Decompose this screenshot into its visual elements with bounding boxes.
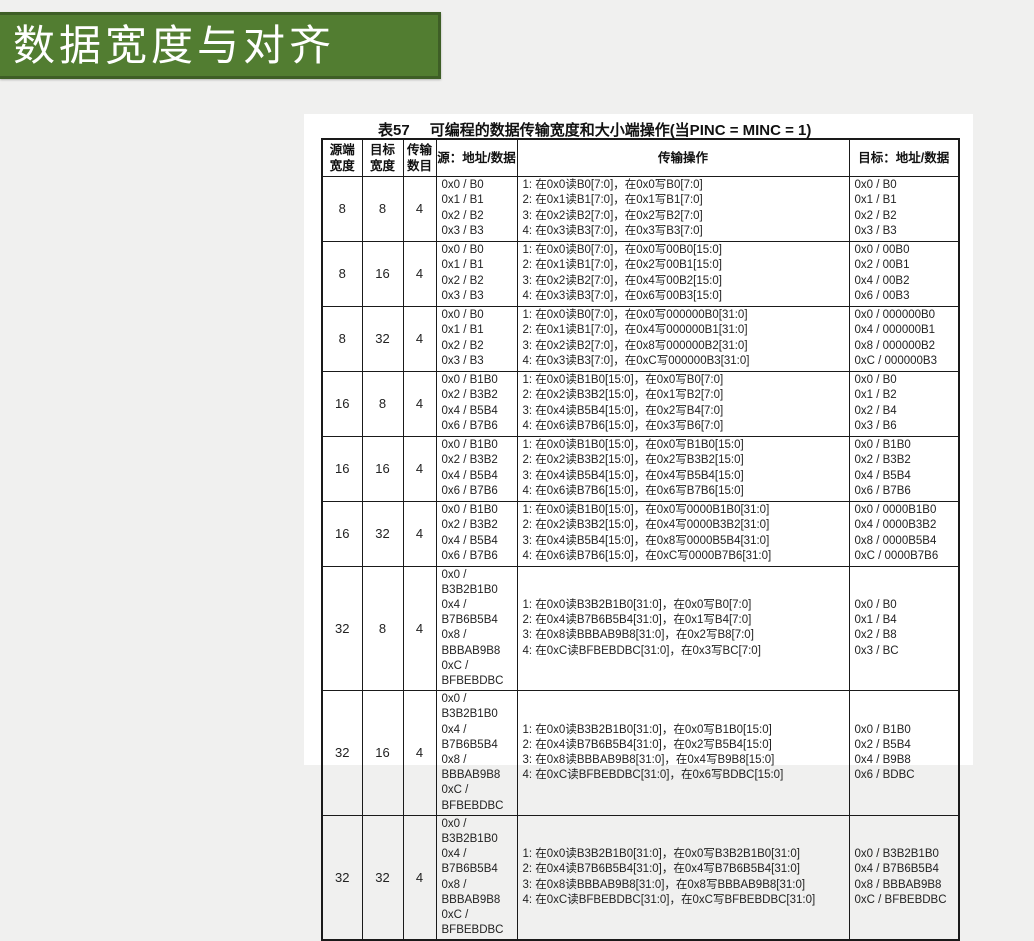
table-row: 8 16 4 0x0 / B0 0x1 / B1 0x2 / B2 0x3 / … [321, 240, 960, 307]
table-row: 8 8 4 0x0 / B0 0x1 / B1 0x2 / B2 0x3 / B… [321, 175, 960, 242]
table-caption-title: 可编程的数据传输宽度和大小端操作(当PINC = MINC = 1) [429, 122, 812, 139]
cell-operations: 1: 在0x0读B1B0[15:0]，在0x0写0000B1B0[31:0] 2… [516, 500, 850, 567]
cell-source: 0x0 / B1B0 0x2 / B3B2 0x4 / B5B4 0x6 / B… [435, 435, 518, 502]
document-page: 表57 可编程的数据传输宽度和大小端操作(当PINC = MINC = 1) 源端… [304, 114, 973, 941]
cell-src-width: 8 [321, 305, 363, 372]
cell-count: 4 [402, 435, 437, 502]
table-row: 8 32 4 0x0 / B0 0x1 / B1 0x2 / B2 0x3 / … [321, 305, 960, 372]
slide-canvas: 数据宽度与对齐 表57 可编程的数据传输宽度和大小端操作(当PINC = MINC… [0, 12, 973, 941]
cell-source: 0x0 / B3B2B1B0 0x4 / B7B6B5B4 0x8 / BBBA… [435, 565, 518, 692]
cell-source: 0x0 / B3B2B1B0 0x4 / B7B6B5B4 0x8 / BBBA… [435, 814, 518, 941]
cell-target: 0x0 / B0 0x1 / B1 0x2 / B2 0x3 / B3 [848, 175, 960, 242]
cell-dst-width: 32 [361, 500, 404, 567]
cell-operations: 1: 在0x0读B3B2B1B0[31:0]，在0x0写B0[7:0] 2: 在… [516, 565, 850, 692]
cell-source: 0x0 / B3B2B1B0 0x4 / B7B6B5B4 0x8 / BBBA… [435, 690, 518, 816]
table-caption: 表57 可编程的数据传输宽度和大小端操作(当PINC = MINC = 1) [378, 119, 811, 140]
cell-src-width: 32 [321, 814, 363, 941]
cell-dst-width: 32 [361, 305, 404, 372]
cell-src-width: 32 [321, 690, 363, 816]
cell-source: 0x0 / B0 0x1 / B1 0x2 / B2 0x3 / B3 [435, 240, 518, 307]
table-row: 16 32 4 0x0 / B1B0 0x2 / B3B2 0x4 / B5B4… [321, 500, 960, 567]
cell-target: 0x0 / 0000B1B0 0x4 / 0000B3B2 0x8 / 0000… [848, 500, 960, 567]
cell-operations: 1: 在0x0读B0[7:0]，在0x0写000000B0[31:0] 2: 在… [516, 305, 850, 372]
data-width-table: 源端 宽度 目标 宽度 传输 数目 源：地址/数据 传输操作 目标：地址/数据 … [321, 138, 960, 941]
cell-count: 4 [402, 565, 437, 692]
cell-src-width: 16 [321, 500, 363, 567]
cell-target: 0x0 / 000000B0 0x4 / 000000B1 0x8 / 0000… [848, 305, 960, 372]
cell-dst-width: 8 [361, 565, 404, 692]
table-row: 16 16 4 0x0 / B1B0 0x2 / B3B2 0x4 / B5B4… [321, 435, 960, 502]
table-caption-label: 表57 [378, 122, 410, 139]
page-title: 数据宽度与对齐 [13, 21, 336, 69]
col-header-source-addr-data: 源：地址/数据 [435, 138, 518, 177]
col-header-transfer-operation: 传输操作 [516, 138, 850, 177]
cell-dst-width: 8 [361, 175, 404, 242]
cell-dst-width: 16 [361, 240, 404, 307]
cell-operations: 1: 在0x0读B0[7:0]，在0x0写00B0[15:0] 2: 在0x1读… [516, 240, 850, 307]
col-header-target-addr-data: 目标：地址/数据 [848, 138, 960, 177]
cell-src-width: 16 [321, 370, 363, 437]
cell-source: 0x0 / B0 0x1 / B1 0x2 / B2 0x3 / B3 [435, 305, 518, 372]
table-row: 32 8 4 0x0 / B3B2B1B0 0x4 / B7B6B5B4 0x8… [321, 565, 960, 692]
cell-target: 0x0 / B0 0x1 / B2 0x2 / B4 0x3 / B6 [848, 370, 960, 437]
cell-operations: 1: 在0x0读B0[7:0]，在0x0写B0[7:0] 2: 在0x1读B1[… [516, 175, 850, 242]
cell-src-width: 32 [321, 565, 363, 692]
cell-count: 4 [402, 240, 437, 307]
cell-operations: 1: 在0x0读B1B0[15:0]，在0x0写B1B0[15:0] 2: 在0… [516, 435, 850, 502]
cell-count: 4 [402, 690, 437, 816]
cell-target: 0x0 / B1B0 0x2 / B5B4 0x4 / B9B8 0x6 / B… [848, 690, 960, 816]
cell-operations: 1: 在0x0读B3B2B1B0[31:0]，在0x0写B3B2B1B0[31:… [516, 814, 850, 941]
cell-target: 0x0 / B0 0x1 / B4 0x2 / B8 0x3 / BC [848, 565, 960, 692]
cell-dst-width: 16 [361, 690, 404, 816]
cell-count: 4 [402, 500, 437, 567]
cell-source: 0x0 / B1B0 0x2 / B3B2 0x4 / B5B4 0x6 / B… [435, 370, 518, 437]
cell-source: 0x0 / B1B0 0x2 / B3B2 0x4 / B5B4 0x6 / B… [435, 500, 518, 567]
table-row: 16 8 4 0x0 / B1B0 0x2 / B3B2 0x4 / B5B4 … [321, 370, 960, 437]
cell-dst-width: 32 [361, 814, 404, 941]
cell-count: 4 [402, 175, 437, 242]
col-header-target-width: 目标 宽度 [361, 138, 404, 177]
cell-target: 0x0 / B1B0 0x2 / B3B2 0x4 / B5B4 0x6 / B… [848, 435, 960, 502]
cell-src-width: 8 [321, 240, 363, 307]
cell-src-width: 16 [321, 435, 363, 502]
cell-source: 0x0 / B0 0x1 / B1 0x2 / B2 0x3 / B3 [435, 175, 518, 242]
col-header-source-width: 源端 宽度 [321, 138, 363, 177]
table-row: 32 16 4 0x0 / B3B2B1B0 0x4 / B7B6B5B4 0x… [321, 690, 960, 816]
cell-target: 0x0 / B3B2B1B0 0x4 / B7B6B5B4 0x8 / BBBA… [848, 814, 960, 941]
table-header-row: 源端 宽度 目标 宽度 传输 数目 源：地址/数据 传输操作 目标：地址/数据 [321, 138, 960, 177]
cell-dst-width: 8 [361, 370, 404, 437]
table-row: 32 32 4 0x0 / B3B2B1B0 0x4 / B7B6B5B4 0x… [321, 814, 960, 941]
cell-operations: 1: 在0x0读B1B0[15:0]，在0x0写B0[7:0] 2: 在0x2读… [516, 370, 850, 437]
slide-title-bar: 数据宽度与对齐 [0, 12, 441, 79]
cell-src-width: 8 [321, 175, 363, 242]
cell-operations: 1: 在0x0读B3B2B1B0[31:0]，在0x0写B1B0[15:0] 2… [516, 690, 850, 816]
cell-count: 4 [402, 814, 437, 941]
cell-count: 4 [402, 370, 437, 437]
cell-dst-width: 16 [361, 435, 404, 502]
cell-count: 4 [402, 305, 437, 372]
col-header-transfer-count: 传输 数目 [402, 138, 437, 177]
cell-target: 0x0 / 00B0 0x2 / 00B1 0x4 / 00B2 0x6 / 0… [848, 240, 960, 307]
